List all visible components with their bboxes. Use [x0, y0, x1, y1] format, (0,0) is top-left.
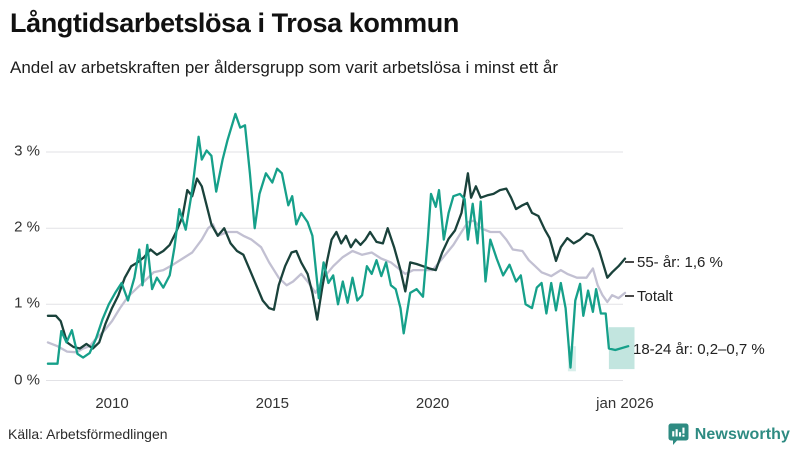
- newsworthy-wordmark: Newsworthy: [694, 425, 790, 443]
- series-line-55-ar: [46, 172, 627, 350]
- y-axis-tick-label: 1 %: [14, 294, 40, 312]
- newsworthy-brand: Newsworthy: [668, 423, 790, 446]
- newsworthy-logo-icon: [668, 423, 689, 446]
- y-axis-tick-label: 0 %: [14, 371, 40, 389]
- leader-dash: [625, 261, 634, 263]
- series-label-18-24-ar: 18-24 år: 0,2–0,7 %: [633, 341, 765, 358]
- x-axis-tick-label: 2015: [255, 395, 289, 412]
- series-line-18-24-ar: [46, 112, 630, 369]
- source-note: Källa: Arbetsförmedlingen: [8, 426, 168, 442]
- page-subtitle: Andel av arbetskraften per åldersgrupp s…: [10, 58, 559, 77]
- x-axis-tick-label: 2020: [415, 395, 450, 412]
- page-title: Långtidsarbetslösa i Trosa kommun: [10, 8, 459, 38]
- y-axis-tick-label: 3 %: [14, 142, 40, 160]
- series-label-totalt: Totalt: [637, 288, 673, 305]
- x-axis-tick-label: jan 2026: [596, 395, 654, 412]
- series-label-55-ar: 55- år: 1,6 %: [637, 254, 723, 271]
- x-axis-tick-label: 2010: [95, 395, 129, 412]
- y-axis-tick-label: 2 %: [14, 218, 40, 236]
- leader-dash: [625, 295, 634, 297]
